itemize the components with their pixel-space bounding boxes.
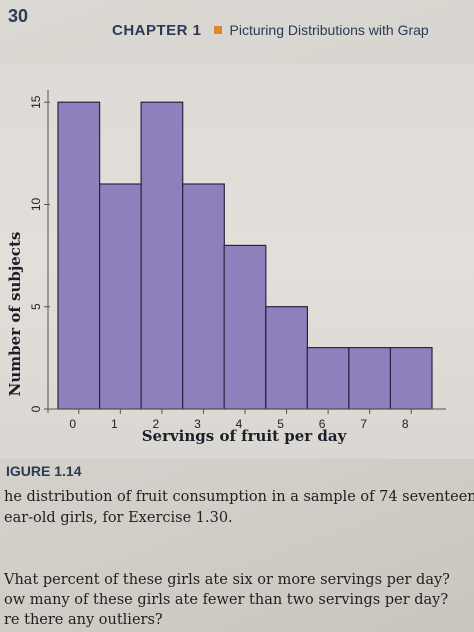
x-ticks-group: 0 1 2 3 4 5 6 7 8 [69,409,412,431]
x-axis-title: Servings of fruit per day [142,427,348,445]
histogram-bar [98,183,142,410]
caption-line: he distribution of fruit consumption in … [4,489,474,505]
x-tick-label: 3 [194,417,201,431]
y-tick-label: 15 [29,95,43,109]
chapter-title: Picturing Distributions with Grap [229,22,429,38]
question-line: Vhat percent of these girls ate six or m… [4,572,450,588]
axes-group [47,90,446,413]
chapter-square-icon [213,26,222,35]
x-tick-label: 8 [402,417,409,431]
histogram-bar [182,183,225,410]
histogram-bar [223,244,267,410]
y-tick-label: 0 [29,405,43,412]
question-line: ow many of these girls ate fewer than tw… [4,592,449,608]
figure-caption: he distribution of fruit consumption in … [4,487,474,529]
chart-panel: 0 5 10 15 0 1 2 3 4 5 6 7 8 Number of subjects Serv… [0,64,474,459]
histogram-bar [57,101,101,410]
histogram-bar [306,347,350,410]
y-tick-label: 10 [29,198,43,212]
y-axis-title: Number of subjects [6,232,24,397]
bars-group [57,101,433,410]
figure-label: IGURE 1.14 [6,463,82,479]
chapter-label: CHAPTER 1 [112,22,202,39]
x-tick-label: 0 [69,417,76,431]
chapter-header: CHAPTER 1 Picturing Distributions with Gr… [112,22,429,40]
x-tick-label: 6 [319,417,326,431]
y-tick-label: 5 [29,303,43,310]
x-tick-label: 5 [277,417,284,431]
histogram-bar [348,347,392,410]
caption-line: ear-old girls, for Exercise 1.30. [4,510,233,526]
histogram-bar [389,347,433,410]
x-tick-label: 1 [111,417,118,431]
x-tick-label: 2 [153,417,160,431]
question-line: re there any outliers? [4,612,163,628]
histogram-chart: 0 5 10 15 0 1 2 3 4 5 6 7 8 Number of subjects Serv… [6,90,446,445]
x-tick-label: 7 [360,417,367,431]
y-ticks-group: 0 5 10 15 [29,95,50,412]
x-tick-label: 4 [236,417,243,431]
histogram-bar [265,306,308,410]
histogram-bar [140,101,184,410]
page-number: 30 [8,6,29,26]
exercise-questions: Vhat percent of these girls ate six or m… [4,570,474,630]
